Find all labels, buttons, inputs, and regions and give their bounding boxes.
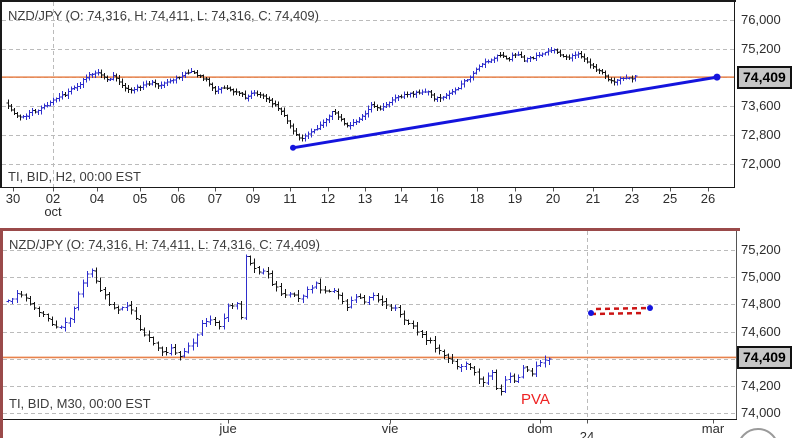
m30-y-axis-label: 74,200 [741,377,781,393]
m30-x-axis-secondary-label: 24 [579,429,595,438]
h2-x-axis-label: 07 [207,191,223,206]
h2-x-axis-label: 18 [469,191,485,206]
m30-x-axis-label: dom [527,421,553,436]
annotation-handle-dot[interactable] [647,305,653,311]
m30-ohlc-bars [6,254,552,396]
h2-x-axis-label: 11 [283,191,297,206]
m30-x-axis-label: vie [381,421,399,436]
h2-panel-border-left [0,0,2,188]
h2-x-axis-label: 26 [700,191,716,206]
h2-x-axis-label: 16 [429,191,445,206]
m30-x-axis-label: mar [701,421,725,436]
pva-annotation-label: PVA [521,391,550,408]
h2-y-axis-label: 73,600 [741,98,781,114]
h2-trendline[interactable] [290,73,721,151]
h2-x-axis-label: 21 [585,191,601,206]
h2-x-axis-label: 23 [624,191,640,206]
h2-x-axis-label: 30 [5,191,21,206]
h2-feed-label: TI, BID, H2, 00:00 EST [8,169,141,184]
h2-x-axis-label: 02 [45,191,61,206]
h2-x-axis-label: 06 [170,191,186,206]
h2-x-axis-label: 04 [89,191,105,206]
h2-panel-border-top [0,0,736,2]
m30-ohlc-title: NZD/JPY (O: 74,316, H: 74,411, L: 74,316… [9,237,320,252]
h2-x-axis-label: 09 [245,191,261,206]
h2-y-axis-label: 72,000 [741,155,781,171]
m30-y-axis-label: 74,600 [741,323,781,339]
h2-x-axis-label: 05 [132,191,148,206]
h2-x-axis-secondary-label: oct [44,204,62,219]
annotation-handle-dot[interactable] [588,310,594,316]
h2-x-axis-label: 12 [320,191,336,206]
m30-panel-border-right [736,231,737,420]
m30-y-axis-label: 75,200 [741,242,781,257]
h2-x-axis-label: 14 [393,191,409,206]
m30-red-dashed-annotation[interactable] [588,305,653,316]
m30-y-axis-label: 75,000 [741,269,781,285]
h2-current-price-box: 74,409 [737,66,792,89]
h2-y-axis-label: 76,000 [741,12,781,27]
m30-panel-border-bottom [3,419,737,420]
h2-x-axis-label: 25 [662,191,678,206]
h2-y-axis-label: 72,800 [741,126,781,142]
m30-chart-layers [3,231,737,419]
h2-x-tick-marks [13,187,709,192]
h2-x-axis-label: 20 [545,191,561,206]
h2-chart-plot-area[interactable] [2,2,735,187]
h2-y-axis-label: 75,200 [741,40,781,56]
h2-ohlc-title: NZD/JPY (O: 74,316, H: 74,411, L: 74,316… [8,8,319,23]
trendline-start-handle[interactable] [290,144,296,151]
trendline-end-handle[interactable] [713,73,721,81]
m30-chart-plot-area[interactable] [3,231,737,419]
m30-panel-border-left [0,228,3,438]
m30-current-price-box: 74,409 [737,346,792,369]
m30-panel-border-top [0,228,740,231]
m30-x-axis-label: jue [219,421,237,436]
h2-ohlc-bars [6,47,638,142]
h2-panel-border-bottom [0,187,735,188]
h2-x-axis-label: 19 [507,191,523,206]
m30-y-axis-label: 74,800 [741,296,781,312]
h2-x-axis-label: 13 [357,191,373,206]
h2-panel-border-right [734,2,735,188]
m30-x-tick-marks [228,419,714,424]
m30-y-axis-label: 74,000 [741,405,781,420]
h2-chart-layers [2,2,735,187]
m30-feed-label: TI, BID, M30, 00:00 EST [9,396,151,411]
